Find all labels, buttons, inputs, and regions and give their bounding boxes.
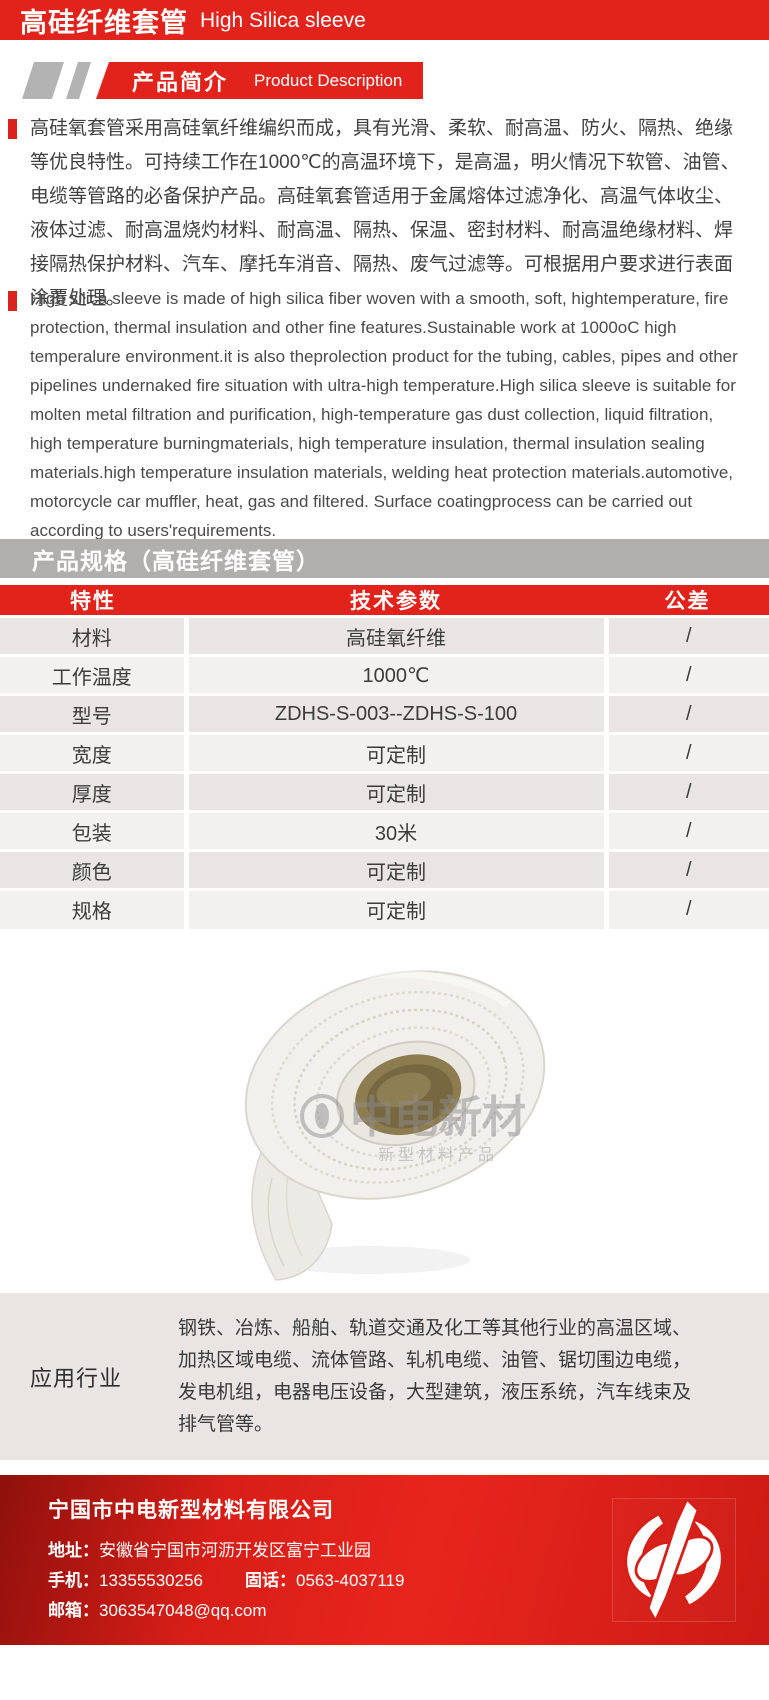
watermark-logo-icon xyxy=(300,1094,344,1138)
tel-label: 固话： xyxy=(245,1571,297,1590)
spec-table-header-row: 特性 技术参数 公差 xyxy=(0,585,769,617)
spec-tolerance-cell: / xyxy=(606,654,769,695)
page-title-bar: 高硅纤维套管 High Silica sleeve xyxy=(0,0,769,40)
spec-parameter-cell: 1000℃ xyxy=(186,654,609,695)
spec-tolerance-cell: / xyxy=(606,615,769,656)
spec-feature-cell: 型号 xyxy=(0,693,189,734)
company-logo xyxy=(612,1498,736,1622)
application-text: 钢铁、冶炼、船舶、轨道交通及化工等其他行业的高温区域、加热区域电缆、流体管路、轧… xyxy=(178,1317,692,1435)
spec-header-feature: 特性 xyxy=(0,585,186,617)
phone-line: 手机：13355530256 固话：0563-4037119 xyxy=(48,1566,612,1596)
spec-parameter-cell: 30米 xyxy=(186,810,609,851)
page-title-en: High Silica sleeve xyxy=(200,9,366,32)
application-section: 应用行业 钢铁、冶炼、船舶、轨道交通及化工等其他行业的高温区域、加热区域电缆、流… xyxy=(0,1293,769,1460)
spec-feature-cell: 工作温度 xyxy=(0,654,189,695)
spec-feature-cell: 材料 xyxy=(0,615,189,656)
spec-header-tolerance: 公差 xyxy=(606,585,769,617)
spec-feature-cell: 宽度 xyxy=(0,732,189,773)
decor-stripe xyxy=(21,62,65,99)
table-row: 材料 高硅氧纤维 / xyxy=(0,615,769,656)
table-row: 包装 30米 / xyxy=(0,810,769,851)
intro-badge: 产品简介 Product Description xyxy=(96,62,423,99)
watermark-subtitle: 新型材料产品 xyxy=(378,1146,498,1164)
company-name: 宁国市中电新型材料有限公司 xyxy=(48,1499,334,1522)
spec-tolerance-cell: / xyxy=(606,771,769,812)
spec-tolerance-cell: / xyxy=(606,732,769,773)
description-en-text: High silica sleeve is made of high silic… xyxy=(30,289,738,540)
mobile-label: 手机： xyxy=(48,1571,99,1590)
address-value: 安徽省宁国市河沥开发区富宁工业园 xyxy=(99,1541,371,1560)
intro-badge-label: 产品简介 xyxy=(132,69,229,95)
tel-value: 0563-4037119 xyxy=(296,1571,405,1590)
email-line: 邮箱：3063547048@qq.com xyxy=(48,1596,612,1626)
spec-section-title: 产品规格（高硅纤维套管） xyxy=(0,539,769,578)
spec-feature-cell: 包装 xyxy=(0,810,189,851)
application-label: 应用行业 xyxy=(30,1365,123,1391)
description-en: High silica sleeve is made of high silic… xyxy=(0,284,769,545)
decor-stripe xyxy=(65,62,92,99)
spec-feature-cell: 规格 xyxy=(0,888,189,929)
red-bullet-icon xyxy=(8,119,17,139)
spec-parameter-cell: 可定制 xyxy=(186,849,609,890)
spec-table-body: 材料 高硅氧纤维 / 工作温度 1000℃ / 型号 ZDHS-S-003--ZDHS-S-1… xyxy=(0,615,769,929)
email-label: 邮箱： xyxy=(48,1601,99,1620)
table-row: 颜色 可定制 / xyxy=(0,849,769,890)
page-title: 高硅纤维套管 xyxy=(20,7,188,38)
spec-feature-cell: 颜色 xyxy=(0,849,189,890)
address-line: 地址：安徽省宁国市河沥开发区富宁工业园 xyxy=(48,1536,612,1566)
mobile-value: 13355530256 xyxy=(99,1571,204,1590)
spec-tolerance-cell: / xyxy=(606,693,769,734)
table-row: 规格 可定制 / xyxy=(0,888,769,929)
red-bullet-icon xyxy=(8,291,17,311)
watermark: 中电新材 新型材料产品 xyxy=(300,1093,526,1164)
spec-parameter-cell: ZDHS-S-003--ZDHS-S-100 xyxy=(186,693,609,734)
address-label: 地址： xyxy=(48,1541,99,1560)
table-row: 型号 ZDHS-S-003--ZDHS-S-100/ xyxy=(0,693,769,734)
table-row: 工作温度 1000℃ / xyxy=(0,654,769,695)
spec-parameter-cell: 可定制 xyxy=(186,888,609,929)
spec-table: 特性 技术参数 公差 材料 高硅氧纤维 / 工作温度 1000℃ / 型号 ZDHS-S-00… xyxy=(0,585,769,929)
company-logo-icon xyxy=(624,1499,724,1621)
spec-tolerance-cell: / xyxy=(606,849,769,890)
spec-tolerance-cell: / xyxy=(606,810,769,851)
intro-badge-label-en: Product Description xyxy=(254,70,403,90)
spec-header-parameter: 技术参数 xyxy=(186,585,606,617)
table-row: 厚度 可定制 / xyxy=(0,771,769,812)
intro-section-header: 产品简介 Product Description xyxy=(0,62,769,99)
spec-tolerance-cell: / xyxy=(606,888,769,929)
spec-parameter-cell: 可定制 xyxy=(186,732,609,773)
spec-parameter-cell: 高硅氧纤维 xyxy=(186,615,609,656)
footer: 宁国市中电新型材料有限公司 地址：安徽省宁国市河沥开发区富宁工业园 手机：133… xyxy=(0,1475,769,1645)
spec-feature-cell: 厚度 xyxy=(0,771,189,812)
product-photo-illustration: 中电新材 新型材料产品 xyxy=(244,969,546,1281)
watermark-title: 中电新材 xyxy=(350,1093,526,1142)
email-value: 3063547048@qq.com xyxy=(99,1601,267,1620)
description-zh: 高硅氧套管采用高硅氧纤维编织而成，具有光滑、柔软、耐高温、防火、隔热、绝缘等优良… xyxy=(0,112,769,316)
table-row: 宽度 可定制 / xyxy=(0,732,769,773)
spec-parameter-cell: 可定制 xyxy=(186,771,609,812)
product-photo: 中电新材 新型材料产品 xyxy=(210,950,570,1290)
description-zh-text: 高硅氧套管采用高硅氧纤维编织而成，具有光滑、柔软、耐高温、防火、隔热、绝缘等优良… xyxy=(30,118,740,309)
